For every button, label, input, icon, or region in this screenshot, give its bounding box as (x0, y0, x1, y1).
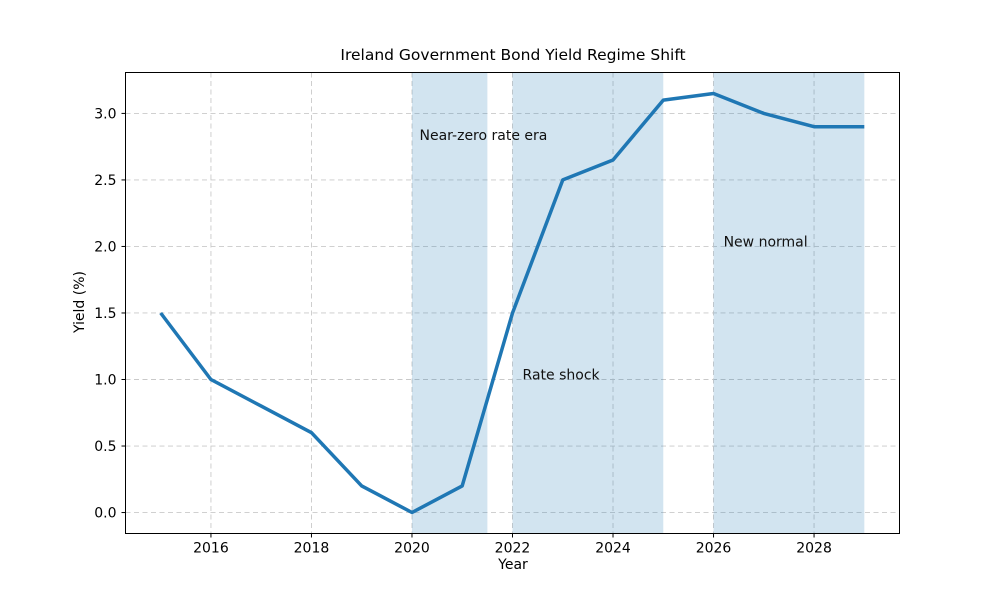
x-tick-label: 2020 (394, 541, 430, 557)
x-tick-label: 2024 (595, 541, 631, 557)
x-tick-label: 2026 (696, 541, 732, 557)
y-tick-label: 3.0 (94, 106, 116, 122)
x-tick-label: 2016 (193, 541, 229, 557)
yield-line (159, 91, 865, 515)
x-tick-label: 2028 (796, 541, 832, 557)
chart-title: Ireland Government Bond Yield Regime Shi… (340, 46, 686, 64)
y-tick-label: 2.5 (94, 173, 116, 189)
x-tick-label: 2018 (294, 541, 330, 557)
annotation-label: Near-zero rate era (420, 128, 548, 144)
shaded-region (713, 72, 865, 534)
y-tick-label: 1.0 (94, 373, 116, 389)
shaded-region (411, 72, 488, 534)
x-tick-label: 2022 (495, 541, 531, 557)
annotation-label: Rate shock (523, 368, 601, 384)
y-tick-label: 1.5 (94, 306, 116, 322)
y-tick-label: 0.0 (94, 506, 116, 522)
y-tick-label: 0.5 (94, 439, 116, 455)
x-axis-label: Year (498, 557, 528, 573)
annotation-label: New normal (724, 234, 808, 250)
y-tick-label: 2.0 (94, 239, 116, 255)
y-axis-label: Yield (%) (72, 271, 88, 334)
shaded-region (512, 72, 664, 534)
